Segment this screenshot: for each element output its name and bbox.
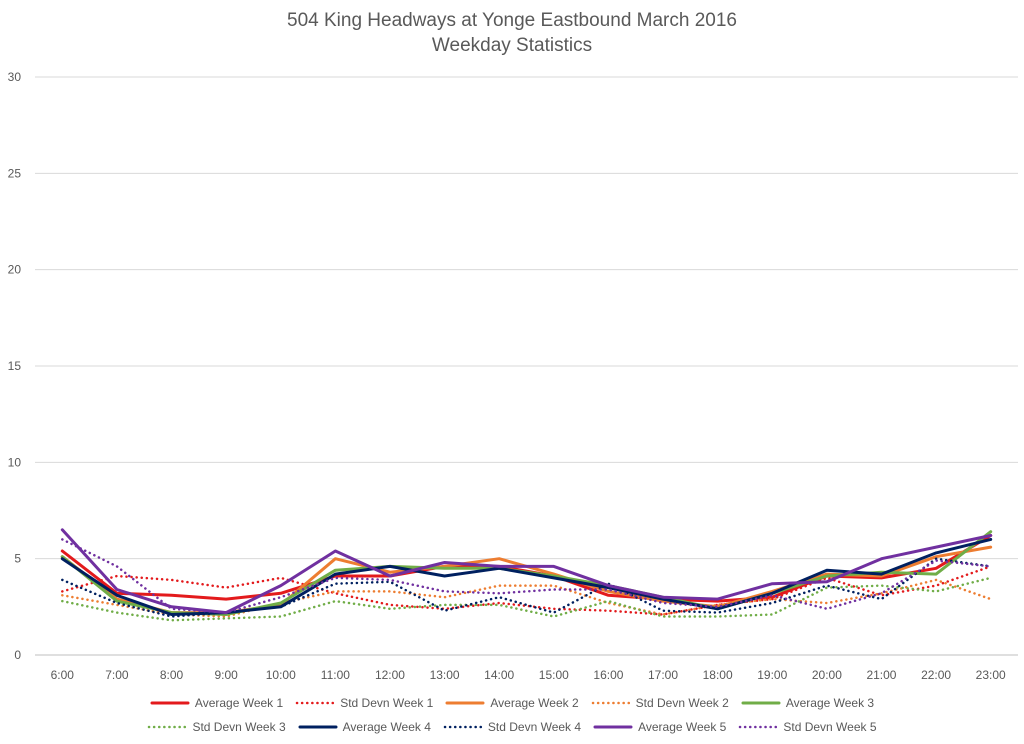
x-axis: 6:00 7:00 8:00 9:00 10:00 11:00 12:00 13:00 14:0… (51, 668, 1006, 682)
legend-label: Average Week 1 (194, 696, 284, 710)
x-tick-label: 7:00 (105, 668, 129, 682)
legend-item: Average Week 1 (150, 696, 283, 710)
series-line-average-week-1 (60, 534, 993, 603)
legend-item: Average Week 5 (593, 720, 726, 734)
x-tick-label: 14:00 (484, 668, 514, 682)
x-tick-label: 8:00 (160, 668, 184, 682)
legend-swatch (445, 701, 485, 705)
legend-label: Std Devn Week 5 (783, 720, 877, 734)
series-line-std-devn-week-1 (61, 565, 992, 616)
legend-label: Average Week 5 (638, 720, 727, 734)
x-tick-label: 12:00 (375, 668, 405, 682)
series-line-average-week-2 (60, 545, 993, 615)
legend-swatch (741, 701, 781, 705)
chart-title: 504 King Headways at Yonge Eastbound Mar… (287, 10, 737, 31)
x-tick-label: 16:00 (593, 668, 623, 682)
y-tick-label: 30 (8, 70, 22, 84)
legend-swatch (593, 725, 633, 729)
legend-swatch (150, 701, 190, 705)
legend-row-2: Std Devn Week 3 Average Week 4 Std Devn We… (0, 720, 1024, 734)
x-tick-label: 19:00 (757, 668, 787, 682)
legend-label: Std Devn Week 3 (192, 720, 286, 734)
legend-row-1: Average Week 1 Std Devn Week 1 Average Wee… (0, 696, 1024, 710)
series-line-std-devn-week-2 (61, 578, 992, 618)
chart-title-block: 504 King Headways at Yonge Eastbound Mar… (0, 8, 1024, 58)
y-tick-label: 20 (8, 263, 22, 277)
legend-swatch (295, 701, 335, 705)
legend-item: Std Devn Week 5 (738, 720, 877, 734)
y-axis: 0 5 10 15 20 25 30 (8, 70, 22, 662)
legend-swatch (591, 701, 630, 705)
legend-item: Std Devn Week 3 (147, 720, 286, 734)
legend-label: Std Devn Week 4 (487, 720, 582, 734)
x-tick-label: 21:00 (866, 668, 896, 682)
series-lines (60, 528, 993, 622)
y-tick-label: 25 (8, 166, 22, 180)
chart-subtitle: Weekday Statistics (431, 35, 593, 56)
series-line-std-devn-week-5 (61, 538, 992, 614)
legend-item: Average Week 2 (445, 696, 579, 710)
y-tick-label: 10 (8, 455, 22, 469)
x-tick-label: 15:00 (539, 668, 569, 682)
legend-label: Average Week 4 (342, 720, 431, 734)
x-tick-label: 20:00 (812, 668, 842, 682)
legend-item: Average Week 4 (298, 720, 431, 734)
legend-item: Std Devn Week 4 (443, 720, 581, 734)
x-tick-label: 10:00 (266, 668, 296, 682)
y-tick-label: 5 (14, 552, 21, 566)
x-tick-label: 23:00 (976, 668, 1006, 682)
x-tick-label: 9:00 (214, 668, 238, 682)
legend-label: Std Devn Week 1 (340, 696, 434, 710)
y-tick-label: 0 (14, 648, 21, 662)
series-line-average-week-5 (60, 528, 993, 615)
legend-swatch (443, 725, 483, 729)
legend-item: Average Week 3 (741, 696, 874, 710)
x-tick-label: 18:00 (703, 668, 733, 682)
gridlines (35, 76, 1018, 656)
legend-swatch (298, 725, 338, 729)
legend-item: Std Devn Week 2 (591, 696, 729, 710)
y-tick-label: 15 (8, 359, 22, 373)
series-line-std-devn-week-4 (61, 557, 992, 618)
line-chart: 0 5 10 15 20 25 30 6:00 7:00 8:00 9:00 10:00 11:00 1… (8, 70, 1018, 682)
legend-item: Std Devn Week 1 (295, 696, 433, 710)
legend-label: Average Week 2 (490, 696, 579, 710)
x-tick-label: 22:00 (921, 668, 951, 682)
legend-label: Std Devn Week 2 (635, 696, 729, 710)
legend-swatch (739, 725, 778, 729)
x-tick-label: 11:00 (321, 668, 350, 682)
legend-swatch (148, 725, 187, 729)
legend-label: Average Week 3 (785, 696, 875, 710)
x-tick-label: 17:00 (648, 668, 678, 682)
x-tick-label: 6:00 (51, 668, 75, 682)
x-tick-label: 13:00 (430, 668, 460, 682)
series-line-std-devn-week-3 (61, 576, 992, 622)
